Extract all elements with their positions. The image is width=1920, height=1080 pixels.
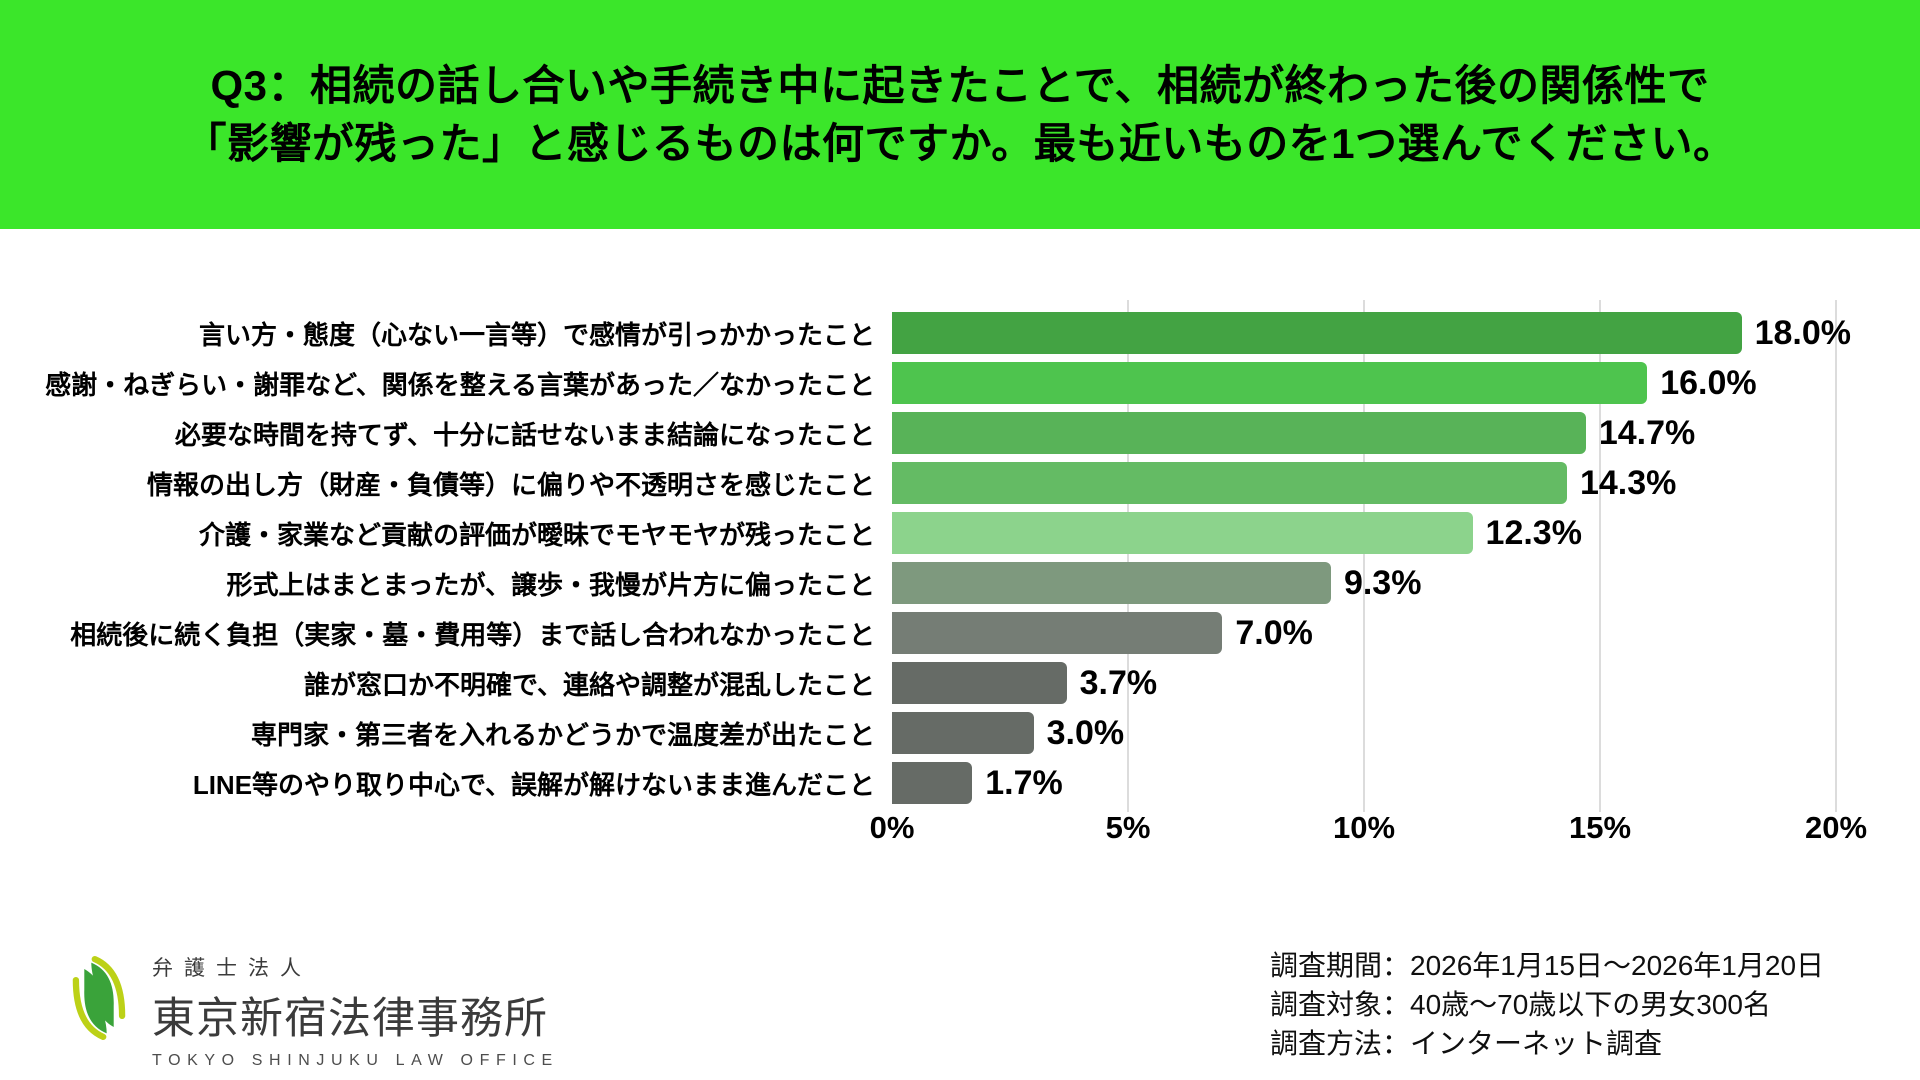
bar-value-label: 18.0% <box>1754 313 1851 352</box>
bar-value-label: 7.0% <box>1235 613 1313 652</box>
bar <box>892 612 1223 654</box>
bar-label: 必要な時間を持てず、十分に話せないまま結論になったこと <box>174 419 875 450</box>
bar-row: 介護・家業など貢献の評価が曖昧でモヤモヤが残ったこと 12.3% <box>0 508 1851 558</box>
bar-value-label: 12.3% <box>1485 513 1582 552</box>
question-header: Q3：相続の話し合いや手続き中に起きたことで、相続が終わった後の関係性で 「影響… <box>0 0 1920 229</box>
company-logo: 弁護士法人 東京新宿法律事務所 TOKYO SHINJUKU LAW OFFIC… <box>64 944 559 1070</box>
bar <box>892 562 1331 604</box>
bar <box>892 512 1473 554</box>
bar-row: 形式上はまとまったが、譲歩・我慢が片方に偏ったこと 9.3% <box>0 558 1851 608</box>
bar-label: 介護・家業など貢献の評価が曖昧でモヤモヤが残ったこと <box>198 519 875 550</box>
bar-chart: 言い方・態度（心ない一言等）で感情が引っかかったこと 18.0% 感謝・ねぎらい・謝… <box>0 308 1851 808</box>
survey-target: 調査対象：40歳〜70歳以下の男女300名 <box>1270 989 1772 1020</box>
logo-name-english: TOKYO SHINJUKU LAW OFFICE <box>152 1052 559 1069</box>
bar-row: 情報の出し方（財産・負債等）に偏りや不透明さを感じたこと 14.3% <box>0 458 1851 508</box>
bar <box>892 662 1067 704</box>
bar-label: 言い方・態度（心ない一言等）で感情が引っかかったこと <box>198 319 875 350</box>
bar <box>892 412 1586 454</box>
bar-label: LINE等のやり取り中心で、誤解が解けないまま進んだこと <box>192 769 875 800</box>
bar-value-label: 9.3% <box>1343 563 1422 602</box>
logo-text: 弁護士法人 東京新宿法律事務所 TOKYO SHINJUKU LAW OFFIC… <box>152 944 559 1070</box>
bar-label: 情報の出し方（財産・負債等）に偏りや不透明さを感じたこと <box>146 469 875 500</box>
bar <box>892 762 973 804</box>
logo-firm-type: 弁護士法人 <box>152 957 312 980</box>
bar-row: 専門家・第三者を入れるかどうかで温度差が出たこと 3.0% <box>0 708 1851 758</box>
x-tick-label: 10% <box>1332 810 1396 845</box>
bar-label: 相続後に続く負担（実家・墓・費用等）まで話し合われなかったこと <box>70 619 875 650</box>
bar-value-label: 3.7% <box>1079 663 1158 702</box>
bar-value-label: 14.7% <box>1598 413 1696 452</box>
gridline-5pct <box>1127 300 1129 812</box>
bar <box>892 362 1648 404</box>
bar-label: 誰が窓口か不明確で、連絡や調整が混乱したこと <box>304 669 875 700</box>
bar-value-label: 16.0% <box>1660 363 1757 402</box>
question-line-1: Q3：相続の話し合いや手続き中に起きたことで、相続が終わった後の関係性で <box>210 61 1710 109</box>
bar <box>892 712 1034 754</box>
logo-name-japanese: 東京新宿法律事務所 <box>152 995 548 1043</box>
x-tick-label: 15% <box>1568 810 1632 845</box>
bar-row: LINE等のやり取り中心で、誤解が解けないまま進んだこと 1.7% <box>0 758 1851 808</box>
bar-value-label: 3.0% <box>1046 713 1125 752</box>
survey-period: 調査期間：2026年1月15日〜2026年1月20日 <box>1270 950 1825 981</box>
logo-leaf-icon <box>72 956 126 1040</box>
bar-row: 誰が窓口か不明確で、連絡や調整が混乱したこと 3.7% <box>0 658 1851 708</box>
question-line-2: 「影響が残った」と感じるものは何ですか。最も近いものを1つ選んでください。 <box>184 119 1736 167</box>
x-tick-label: 5% <box>1105 810 1151 845</box>
x-tick-label: 20% <box>1804 810 1868 845</box>
bar-row: 言い方・態度（心ない一言等）で感情が引っかかったこと 18.0% <box>0 308 1851 358</box>
bar-label: 専門家・第三者を入れるかどうかで温度差が出たこと <box>250 719 875 750</box>
bar <box>892 462 1567 504</box>
bar-value-label: 14.3% <box>1579 463 1677 502</box>
bar-label: 感謝・ねぎらい・謝罪など、関係を整える言葉があった／なかったこと <box>45 369 875 400</box>
gridline-10pct <box>1363 300 1365 812</box>
gridline-15pct <box>1599 300 1601 812</box>
bar-row: 相続後に続く負担（実家・墓・費用等）まで話し合われなかったこと 7.0% <box>0 608 1851 658</box>
bar-label: 形式上はまとまったが、譲歩・我慢が片方に偏ったこと <box>226 569 875 600</box>
bar-row: 必要な時間を持てず、十分に話せないまま結論になったこと 14.7% <box>0 408 1851 458</box>
gridline-20pct <box>1835 300 1837 812</box>
bar <box>892 312 1742 354</box>
survey-method: 調査方法：インターネット調査 <box>1270 1028 1663 1059</box>
survey-info: 調査期間：2026年1月15日〜2026年1月20日 調査対象：40歳〜70歳以… <box>1270 946 1824 1063</box>
bar-row: 感謝・ねぎらい・謝罪など、関係を整える言葉があった／なかったこと 16.0% <box>0 358 1851 408</box>
bar-value-label: 1.7% <box>985 763 1063 802</box>
x-tick-label: 0% <box>869 810 915 845</box>
